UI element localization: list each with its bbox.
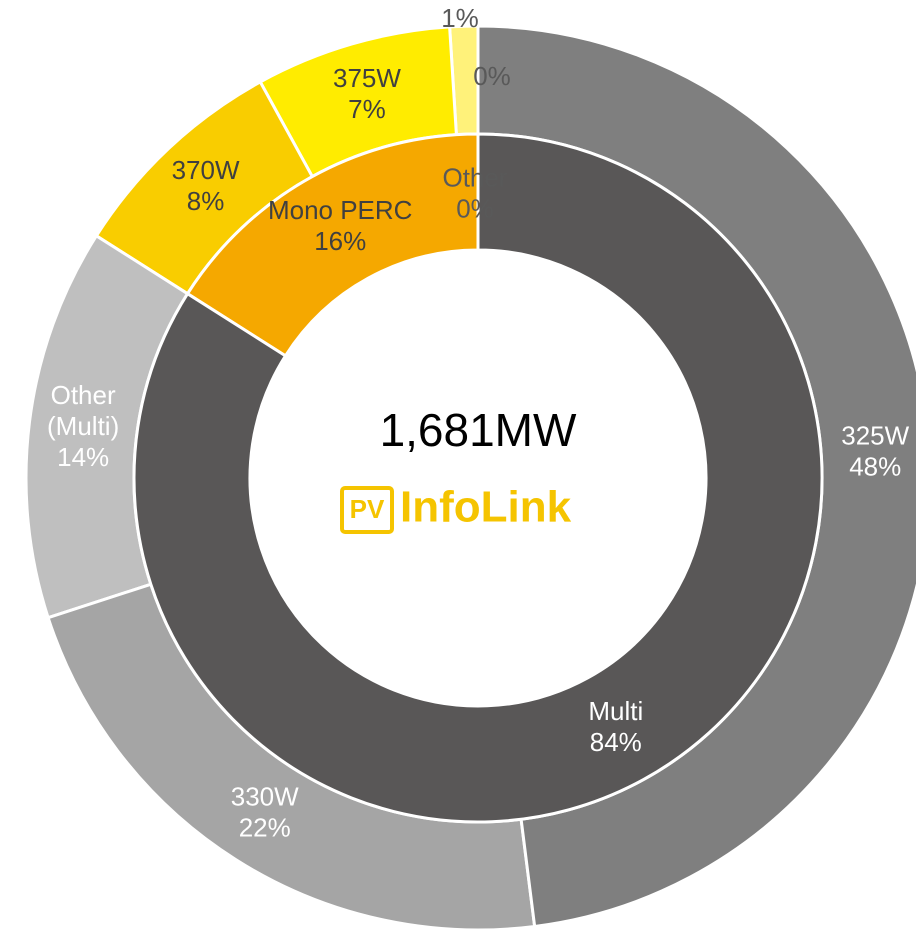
slice-value-label: 7%	[348, 94, 386, 124]
slice-name: 375W	[333, 63, 401, 93]
slice-value-label: 1%	[441, 3, 479, 33]
logo-badge-box	[340, 486, 394, 534]
slice-value-label: 48%	[849, 451, 901, 481]
slice-name: Other	[442, 162, 507, 192]
slice	[132, 132, 824, 824]
slice-name: 325W	[841, 420, 909, 450]
slice-value-label: 14%	[57, 442, 109, 472]
slice-value-label: 8%	[187, 186, 225, 216]
slice-name: Multi	[588, 696, 643, 726]
slice-name: Mono PERC	[268, 195, 413, 225]
center-label: 1,681MW	[380, 404, 577, 456]
slice-value-label: 22%	[239, 812, 291, 842]
logo-text: InfoLink	[400, 483, 572, 532]
slice-value-label: 84%	[590, 727, 642, 757]
slice-value-label: 16%	[314, 226, 366, 256]
slice-value-label: 0%	[473, 61, 511, 91]
slice-name: 330W	[231, 781, 299, 811]
slice-name: 370W	[172, 155, 240, 185]
logo-badge: PV	[350, 494, 385, 524]
slice-value-label: 0%	[456, 193, 494, 223]
slice-name: Other (Multi)	[47, 380, 119, 441]
